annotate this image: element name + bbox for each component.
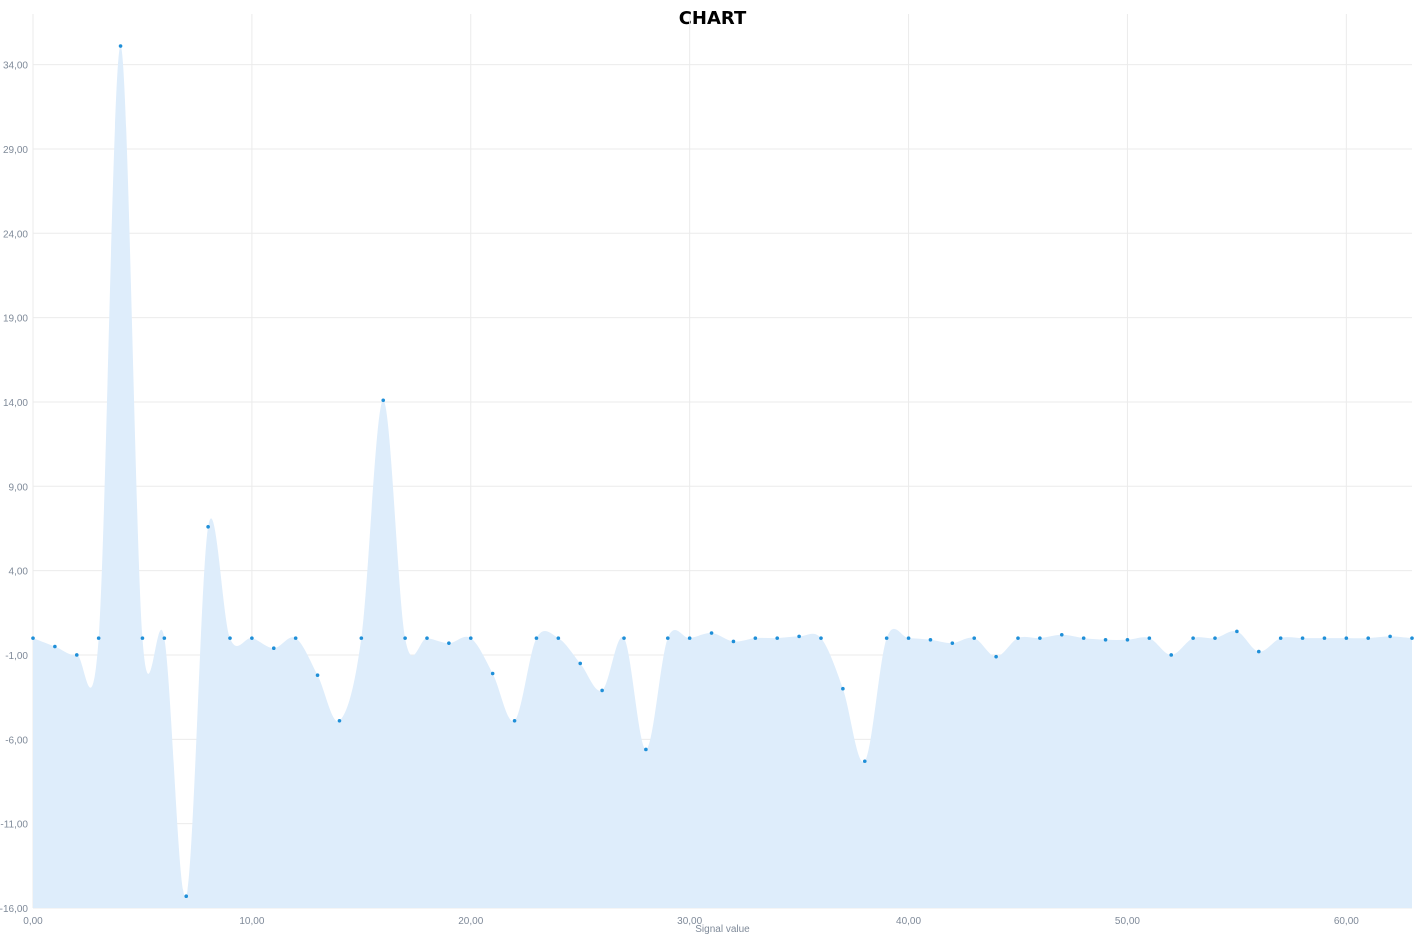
- y-tick-label-2: -6,00: [5, 735, 28, 746]
- x-tick-label-5: 50,00: [1115, 916, 1140, 927]
- y-tick-label-3: -1,00: [5, 651, 28, 662]
- y-tick-label-5: 9,00: [9, 482, 29, 493]
- data-point-58[interactable]: [1300, 636, 1305, 640]
- data-point-23[interactable]: [534, 636, 539, 640]
- data-point-22[interactable]: [512, 718, 517, 723]
- x-tick-label-0: 0,00: [23, 916, 43, 927]
- data-point-27[interactable]: [622, 636, 626, 640]
- y-tick-label-10: 34,00: [3, 61, 28, 72]
- data-point-59[interactable]: [1322, 636, 1327, 640]
- data-point-30[interactable]: [687, 636, 692, 640]
- data-point-19[interactable]: [447, 641, 451, 645]
- data-point-20[interactable]: [468, 636, 473, 640]
- data-point-4[interactable]: [118, 44, 123, 48]
- data-point-9[interactable]: [228, 636, 232, 640]
- data-point-7[interactable]: [184, 894, 189, 898]
- data-point-53[interactable]: [1191, 636, 1195, 640]
- data-point-10[interactable]: [250, 636, 254, 640]
- data-point-43[interactable]: [972, 636, 977, 640]
- data-point-8[interactable]: [206, 524, 210, 529]
- data-point-25[interactable]: [578, 661, 583, 666]
- y-tick-label-1: -11,00: [0, 820, 28, 831]
- data-point-41[interactable]: [928, 638, 933, 642]
- y-tick-label-6: 14,00: [3, 398, 28, 409]
- data-point-31[interactable]: [709, 631, 714, 635]
- data-point-13[interactable]: [315, 673, 320, 678]
- data-point-2[interactable]: [74, 653, 79, 657]
- data-point-17[interactable]: [403, 636, 407, 640]
- data-point-29[interactable]: [665, 636, 670, 640]
- x-tick-label-6: 60,00: [1334, 916, 1359, 927]
- data-point-36[interactable]: [819, 636, 823, 640]
- data-point-51[interactable]: [1147, 636, 1152, 640]
- data-point-61[interactable]: [1366, 636, 1371, 640]
- x-axis-title: Signal value: [695, 924, 750, 934]
- data-point-11[interactable]: [271, 646, 276, 651]
- data-point-3[interactable]: [96, 636, 101, 640]
- chart-title: CHART: [678, 8, 747, 29]
- data-point-40[interactable]: [906, 636, 911, 640]
- y-tick-label-7: 19,00: [3, 314, 28, 325]
- data-point-21[interactable]: [490, 671, 495, 676]
- data-point-34[interactable]: [775, 636, 780, 640]
- data-point-14[interactable]: [337, 718, 342, 723]
- data-point-15[interactable]: [359, 636, 364, 640]
- data-point-38[interactable]: [862, 759, 867, 764]
- data-point-45[interactable]: [1016, 636, 1020, 640]
- data-point-32[interactable]: [731, 639, 736, 644]
- area-series: [33, 46, 1412, 908]
- data-point-33[interactable]: [753, 636, 758, 640]
- data-point-18[interactable]: [425, 636, 429, 640]
- y-axis-ticks: -16,00 -11,00 -6,00 -1,00 4,00 9,00 14,00 19,00…: [0, 61, 28, 915]
- data-point-5[interactable]: [140, 636, 145, 640]
- data-point-44[interactable]: [994, 654, 998, 659]
- data-point-52[interactable]: [1169, 653, 1174, 657]
- data-point-1[interactable]: [53, 644, 57, 649]
- data-points: [31, 44, 1414, 898]
- x-tick-label-1: 10,00: [239, 916, 264, 927]
- data-point-56[interactable]: [1256, 649, 1261, 654]
- y-tick-label-8: 24,00: [3, 229, 28, 240]
- data-point-48[interactable]: [1081, 636, 1086, 640]
- data-point-26[interactable]: [600, 688, 604, 693]
- data-point-24[interactable]: [556, 636, 561, 640]
- data-point-57[interactable]: [1278, 636, 1283, 640]
- data-point-47[interactable]: [1059, 632, 1064, 637]
- x-tick-label-3: 30,00: [677, 916, 702, 927]
- data-point-55[interactable]: [1235, 629, 1239, 634]
- data-point-37[interactable]: [841, 686, 845, 691]
- data-point-12[interactable]: [293, 636, 298, 640]
- x-tick-label-2: 20,00: [458, 916, 483, 927]
- data-point-39[interactable]: [884, 636, 889, 640]
- data-point-63[interactable]: [1410, 636, 1414, 640]
- data-point-0[interactable]: [31, 636, 35, 640]
- y-tick-label-4: 4,00: [9, 567, 29, 578]
- data-point-49[interactable]: [1103, 638, 1108, 642]
- data-point-46[interactable]: [1038, 636, 1042, 640]
- data-point-6[interactable]: [162, 636, 167, 640]
- x-tick-label-4: 40,00: [896, 916, 921, 927]
- data-point-16[interactable]: [381, 398, 386, 403]
- data-point-35[interactable]: [797, 634, 801, 639]
- y-tick-label-0: -16,00: [0, 904, 28, 915]
- data-point-54[interactable]: [1213, 636, 1217, 640]
- data-point-50[interactable]: [1125, 638, 1130, 642]
- data-point-42[interactable]: [950, 641, 955, 645]
- x-axis-ticks: 0,00 10,00 20,00 30,00 40,00 50,00 60,00: [23, 916, 1359, 927]
- data-point-60[interactable]: [1344, 636, 1349, 640]
- data-point-62[interactable]: [1388, 634, 1392, 639]
- y-tick-label-9: 29,00: [3, 145, 28, 156]
- data-point-28[interactable]: [644, 747, 648, 752]
- area-fill: [33, 46, 1412, 908]
